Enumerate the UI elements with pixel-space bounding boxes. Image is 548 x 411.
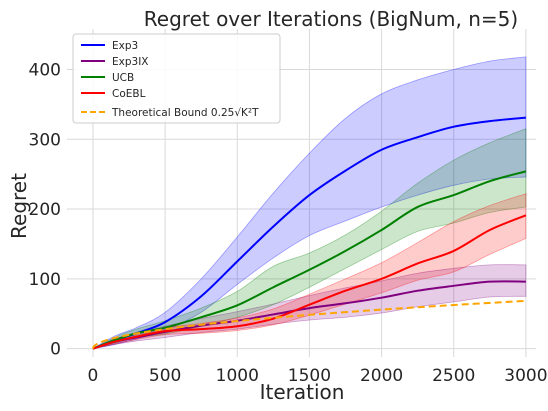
exp3ix-legend-label: Exp3IX	[112, 56, 148, 68]
legend: Exp3 Exp3IX UCB CoEBL Theoretical Bound 0.25…	[72, 33, 281, 124]
y-tick-label: 100	[29, 270, 61, 290]
x-tick-label: 500	[149, 366, 181, 386]
y-tick-label: 300	[29, 130, 61, 150]
exp3-legend-label: Exp3	[112, 40, 138, 52]
theoretical-bound-0-25-k-t-line	[91, 299, 526, 349]
x-tick-label: 3000	[504, 366, 547, 386]
y-tick-label: 200	[29, 200, 61, 220]
x-tick-label: 1000	[216, 366, 259, 386]
exp3ix-confidence-band	[92, 264, 527, 350]
x-axis-label: Iteration	[260, 380, 345, 404]
theoretical-bound-0-25-k-t-legend-label: Theoretical Bound 0.25√K²T	[111, 107, 259, 119]
y-tick-label: 400	[29, 60, 61, 80]
legend-box	[72, 33, 281, 124]
series-lines	[91, 116, 527, 350]
coebl-legend-label: CoEBL	[112, 88, 146, 100]
tick-labels: 0 500 1000 1500 2000 2500 3000 0 100 200 300 400	[29, 60, 548, 386]
y-axis-label: Regret	[7, 173, 31, 239]
coebl-line	[92, 214, 527, 350]
y-tick-label: 0	[50, 340, 61, 360]
confidence-bands	[92, 56, 527, 350]
x-tick-label: 2000	[360, 366, 403, 386]
ucb-legend-label: UCB	[112, 72, 134, 84]
chart-title: Regret over Iterations (BigNum, n=5)	[144, 7, 518, 31]
x-tick-label: 1500	[288, 366, 331, 386]
x-tick-label: 0	[88, 366, 99, 386]
exp3-confidence-band	[92, 56, 527, 350]
x-tick-label: 2500	[432, 366, 475, 386]
